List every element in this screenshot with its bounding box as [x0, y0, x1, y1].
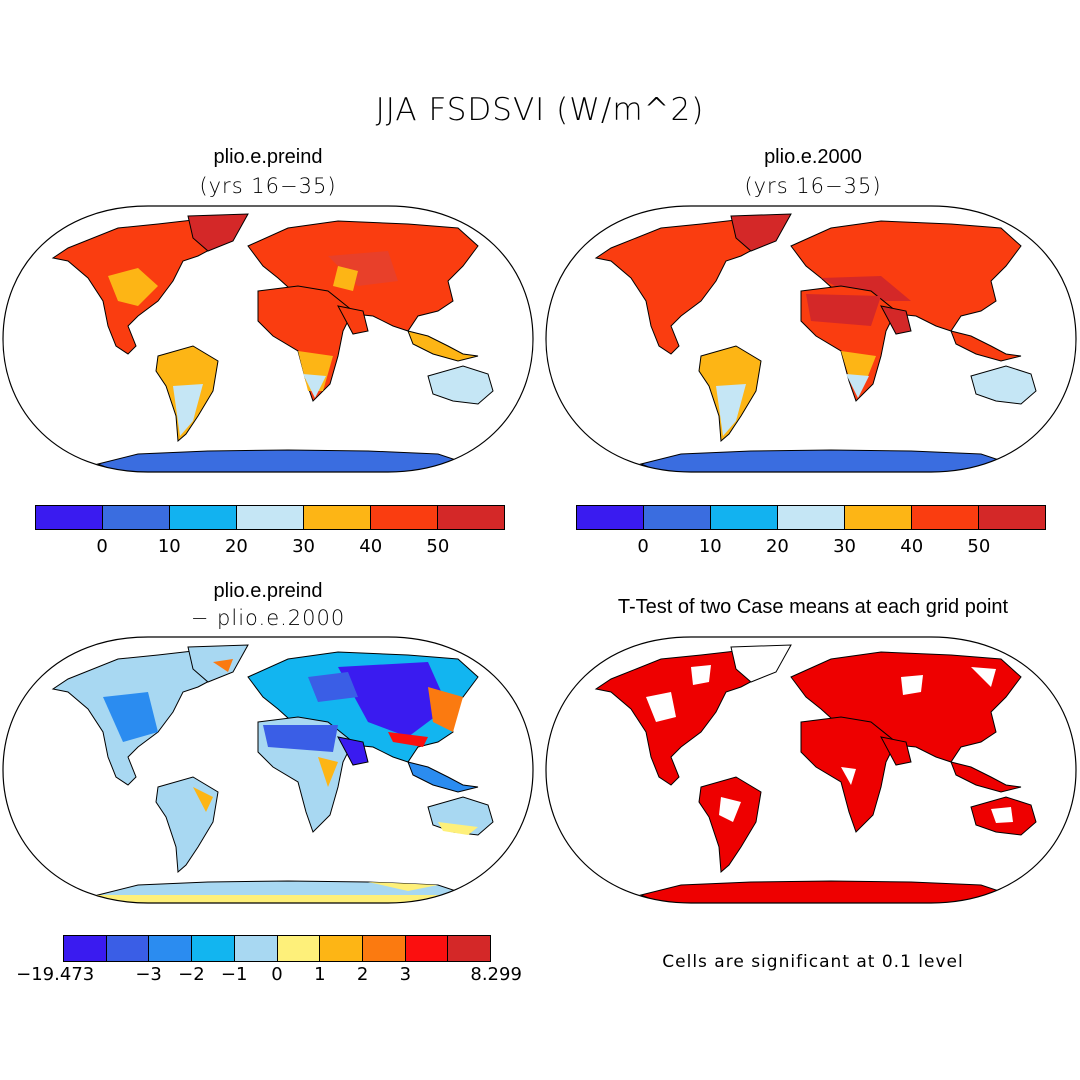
- colorbar-label: 20: [765, 536, 789, 557]
- colorbar-label: 1: [314, 964, 326, 985]
- map-preind: [2, 205, 534, 473]
- colorbar-swatch: [405, 936, 449, 961]
- colorbar-label: 40: [900, 536, 924, 557]
- colorbar-swatch: [320, 936, 363, 961]
- colorbar-label: 50: [967, 536, 991, 557]
- colorbar-difference-labels: −19.473 −3 −2 −1 0 1 2 3 8.299: [16, 964, 522, 986]
- colorbar-label: 20: [224, 536, 248, 557]
- colorbar-2000-labels: 0 10 20 30 40 50: [576, 536, 1046, 558]
- colorbar-swatch: [64, 936, 107, 961]
- panel-title-diff: plio.e.preind: [213, 580, 323, 602]
- colorbar-swatch: [577, 506, 644, 529]
- panel-title-ttest: T-Test of two Case means at each grid po…: [617, 596, 1009, 618]
- colorbar-swatch: [237, 506, 304, 529]
- colorbar-label: 0: [271, 964, 283, 985]
- colorbar-label: 3: [399, 964, 412, 985]
- panel-subtitle-preind: (yrs 16−35): [199, 174, 337, 198]
- figure-title: JJA FSDSVI (W/m^2): [375, 92, 705, 128]
- ttest-significance-note: Cells are significant at 0.1 level: [662, 952, 964, 972]
- colorbar-swatch: [448, 936, 491, 961]
- colorbar-2000: [576, 505, 1046, 530]
- panel-subtitle-2000: (yrs 16−35): [744, 174, 882, 198]
- colorbar-swatch: [845, 506, 912, 529]
- colorbar-swatch: [192, 936, 235, 961]
- colorbar-swatch: [912, 506, 979, 529]
- colorbar-label: 0: [637, 536, 649, 557]
- colorbar-swatch: [362, 936, 406, 961]
- panel-title-2000: plio.e.2000: [764, 146, 862, 168]
- colorbar-swatch: [438, 506, 504, 529]
- colorbar-swatch: [36, 506, 103, 529]
- map-difference: [2, 636, 534, 904]
- colorbar-label: 2: [356, 964, 369, 985]
- colorbar-label: 10: [698, 536, 722, 557]
- colorbar-swatch: [304, 506, 371, 529]
- colorbar-label: 50: [426, 536, 450, 557]
- map-ttest: [545, 636, 1077, 904]
- colorbar-label: 8.299: [470, 964, 522, 985]
- colorbar-label: 40: [359, 536, 383, 557]
- colorbar-label: −3: [135, 964, 162, 985]
- panel-subtitle-diff: − plio.e.2000: [190, 606, 346, 630]
- colorbar-label: 0: [96, 536, 108, 557]
- colorbar-label: −1: [220, 964, 248, 985]
- colorbar-label: 30: [833, 536, 857, 557]
- colorbar-swatch: [778, 506, 845, 529]
- colorbar-label: 30: [292, 536, 316, 557]
- colorbar-swatch: [711, 506, 778, 529]
- colorbar-swatch: [149, 936, 193, 961]
- colorbar-difference: [63, 935, 491, 962]
- map-2000: [545, 205, 1077, 473]
- colorbar-label: −19.473: [16, 964, 95, 985]
- colorbar-label: 10: [157, 536, 181, 557]
- colorbar-swatch: [644, 506, 711, 529]
- colorbar-swatch: [277, 936, 321, 961]
- colorbar-swatch: [979, 506, 1045, 529]
- colorbar-label: −2: [178, 964, 205, 985]
- colorbar-preind-labels: 0 10 20 30 40 50: [35, 536, 505, 558]
- colorbar-preind: [35, 505, 505, 530]
- colorbar-swatch: [170, 506, 237, 529]
- colorbar-swatch: [371, 506, 438, 529]
- colorbar-swatch: [234, 936, 278, 961]
- colorbar-swatch: [103, 506, 170, 529]
- colorbar-swatch: [106, 936, 150, 961]
- panel-title-preind: plio.e.preind: [213, 146, 323, 168]
